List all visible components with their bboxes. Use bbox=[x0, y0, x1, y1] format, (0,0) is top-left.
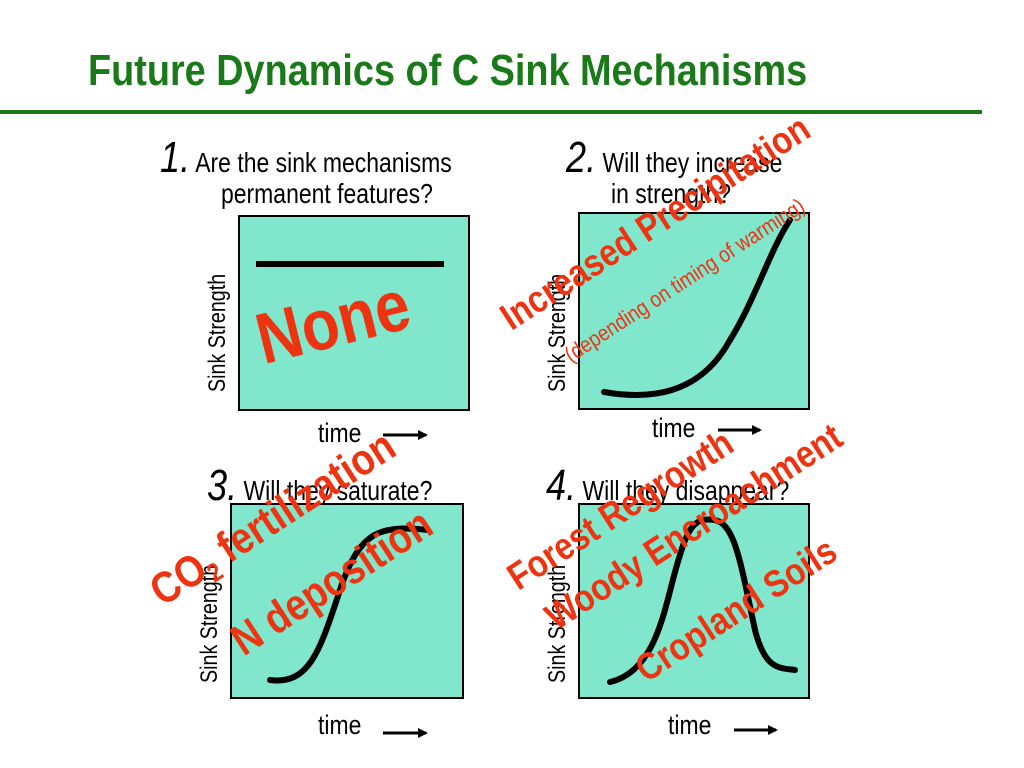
panel-3-plot-area bbox=[230, 503, 464, 699]
question-2: 2. Will they increase bbox=[566, 136, 783, 181]
question-2-number: 2. bbox=[566, 133, 597, 182]
panel-4-curve bbox=[607, 516, 798, 685]
question-2-line1: Will they increase bbox=[602, 147, 783, 178]
question-1: 1. Are the sink mechanisms bbox=[160, 136, 452, 181]
question-4: 4. Will they disappear? bbox=[546, 464, 790, 509]
slide-title: Future Dynamics of C Sink Mechanisms bbox=[88, 46, 808, 95]
panel-3-xlabel: time bbox=[318, 710, 362, 740]
question-3-number: 3. bbox=[207, 461, 238, 510]
title-divider bbox=[0, 110, 982, 114]
panel-3-curve bbox=[267, 525, 431, 684]
question-3-line1: Will they saturate? bbox=[243, 475, 433, 506]
question-4-line1: Will they disappear? bbox=[582, 475, 790, 506]
panel-2-curve bbox=[601, 217, 793, 399]
panel-1-plot-area bbox=[238, 215, 470, 411]
question-3: 3. Will they saturate? bbox=[207, 464, 433, 509]
panel-2-xlabel: time bbox=[652, 413, 696, 443]
question-4-number: 4. bbox=[546, 461, 577, 510]
question-1-line1: Are the sink mechanisms bbox=[195, 147, 452, 178]
question-1-line2: permanent features? bbox=[221, 178, 433, 209]
question-1-number: 1. bbox=[160, 133, 191, 182]
panel-1-xlabel: time bbox=[318, 418, 362, 448]
question-2-line2: in strength? bbox=[611, 178, 731, 209]
panel-4-xlabel: time bbox=[668, 710, 712, 740]
